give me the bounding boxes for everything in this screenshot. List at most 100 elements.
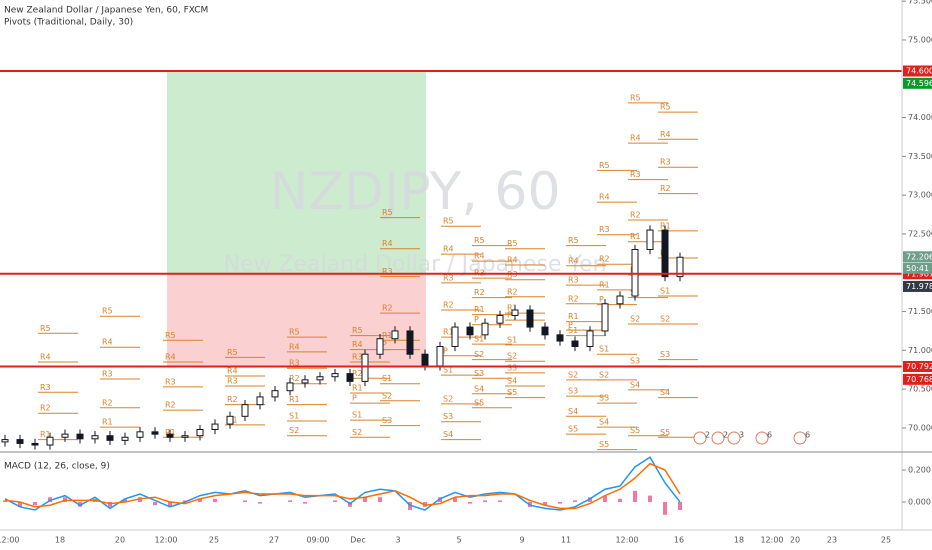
macd-histogram-bar <box>618 498 622 503</box>
event-count: 6 <box>805 431 810 440</box>
pivot-label: R3 <box>352 352 363 361</box>
price-label: 74.600 <box>906 67 932 76</box>
pivot-label: S5 <box>660 428 670 437</box>
pivot-label: S1 <box>443 366 453 375</box>
pivot-label: S3 <box>630 356 640 365</box>
candle-body <box>361 353 369 382</box>
pivot-label: R5 <box>102 307 113 316</box>
price-label: 74.596 <box>906 79 932 88</box>
candle-body <box>226 415 234 425</box>
y-tick-label: 73.500 <box>908 152 932 161</box>
pivot-label: R4 <box>289 342 300 351</box>
pivot-label: S5 <box>474 398 484 407</box>
pivot-label: R1 <box>289 395 300 404</box>
pivot-label: S4 <box>599 418 609 427</box>
x-tick-label: 18 <box>55 536 65 545</box>
candle-body <box>76 433 84 440</box>
pivot-label: R2 <box>507 287 518 296</box>
candle-body <box>256 396 264 406</box>
pivot-label: R5 <box>165 331 176 340</box>
x-tick-label: 09:00 <box>306 536 329 545</box>
macd-y-tick-label: 0.200 <box>908 466 931 475</box>
x-tick-label: 25 <box>209 536 219 545</box>
macd-histogram-bar <box>123 498 127 503</box>
x-tick-label: 12:00 <box>154 536 177 545</box>
macd-histogram-bar <box>63 497 67 503</box>
pivot-label: P <box>474 315 479 324</box>
candle-body <box>1 439 9 443</box>
macd-histogram-bar <box>453 497 457 503</box>
x-tick-label: 5 <box>456 536 461 545</box>
pivot-label: S2 <box>660 314 670 323</box>
pivot-label: R4 <box>507 255 518 264</box>
candle-body <box>571 340 579 347</box>
pivot-label: R4 <box>599 193 610 202</box>
macd-histogram-bar <box>603 495 607 503</box>
candle-body <box>151 431 159 435</box>
pivot-label: R4 <box>568 256 579 265</box>
pivot-label: S1 <box>382 374 392 383</box>
pivot-label: R3 <box>568 276 579 285</box>
candle-body <box>121 436 129 441</box>
watermark: NZDJPY, 60 <box>269 162 560 222</box>
candle-body <box>601 303 609 332</box>
pivot-label: S1 <box>599 345 609 354</box>
macd-histogram-bar <box>633 490 637 503</box>
pivot-label: R1 <box>352 384 363 393</box>
x-tick-label: 23 <box>827 536 837 545</box>
pivot-label: S2 <box>568 370 578 379</box>
pivot-label: R4 <box>40 352 51 361</box>
candle-body <box>511 309 519 316</box>
macd-histogram-bar <box>198 498 202 503</box>
pivot-label: P <box>599 295 604 304</box>
price-label: 70.768 <box>906 375 932 384</box>
candle-body <box>346 373 354 382</box>
x-tick-label: Dec <box>350 536 365 545</box>
pivot-label: R5 <box>227 348 238 357</box>
y-tick-label: 73.000 <box>908 191 932 200</box>
pivot-label: S2 <box>630 314 640 323</box>
pivot-label: R3 <box>443 273 454 282</box>
pivot-label: S1 <box>568 326 578 335</box>
countdown-bg <box>903 262 932 274</box>
candle-body <box>631 248 639 297</box>
pivot-label: S2 <box>352 428 362 437</box>
pivot-label: R2 <box>289 374 300 383</box>
candle-body <box>661 229 669 278</box>
pivot-label: R3 <box>227 377 238 386</box>
macd-histogram-bar <box>303 502 307 504</box>
candle-body <box>46 436 54 446</box>
macd-histogram-bar <box>363 497 367 503</box>
pivot-label: S2 <box>507 352 517 361</box>
event-icon <box>693 431 707 445</box>
macd-histogram-bar <box>33 502 37 506</box>
candle-body <box>301 379 309 384</box>
macd-histogram-bar <box>288 500 292 503</box>
x-tick-label: 12:00 <box>760 536 783 545</box>
price-label-bg <box>903 65 932 77</box>
pivot-label: R1 <box>568 312 579 321</box>
macd-histogram-bar <box>498 500 502 503</box>
pivot-label: S5 <box>630 426 640 435</box>
event-icon <box>711 431 725 445</box>
macd-line <box>4 462 681 510</box>
price-label-bg <box>903 360 932 372</box>
price-label-bg <box>903 373 932 385</box>
x-tick-label: 11 <box>561 536 571 545</box>
candle-body <box>181 435 189 438</box>
pivot-label: R5 <box>352 326 363 335</box>
pivot-label: R2 <box>474 288 485 297</box>
pivot-label: R1 <box>507 304 518 313</box>
price-label: 72.206 <box>906 252 932 261</box>
candle-body <box>271 390 279 398</box>
event-icon <box>793 431 807 445</box>
x-tick-label: 12:00 <box>615 536 638 545</box>
candle-body <box>616 295 624 305</box>
pivot-label: S3 <box>474 369 484 378</box>
pivot-label: R3 <box>630 170 641 179</box>
macd-histogram-bar <box>138 497 142 503</box>
price-label: 71.978 <box>906 282 932 291</box>
pivot-label: R5 <box>443 217 454 226</box>
pivot-label: S3 <box>660 350 670 359</box>
